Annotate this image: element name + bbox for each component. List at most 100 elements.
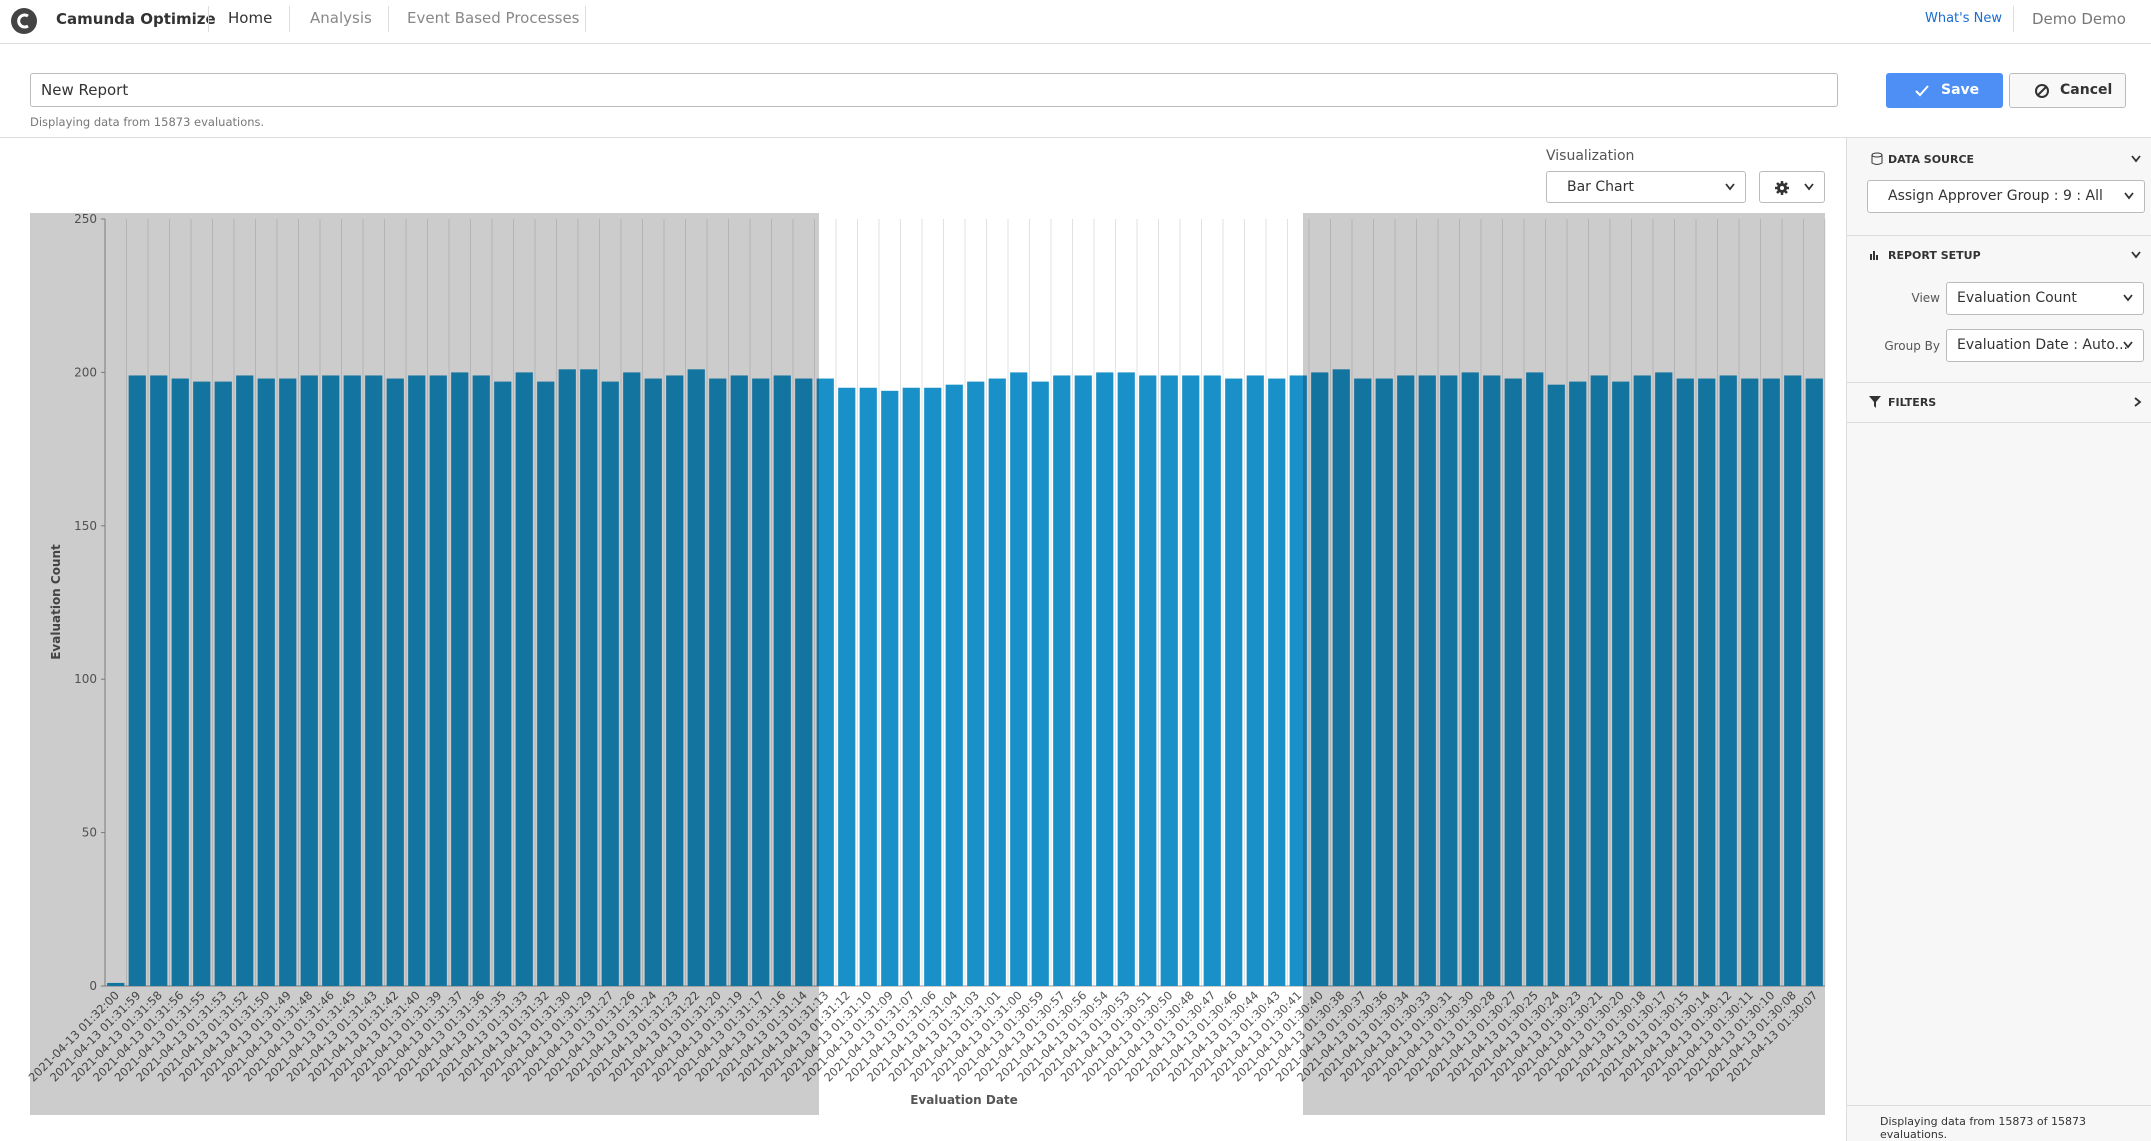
- bar: [1289, 375, 1307, 986]
- bar: [1053, 375, 1071, 986]
- bar: [1182, 375, 1200, 986]
- settings-button[interactable]: [1759, 171, 1825, 203]
- bar: [107, 982, 125, 986]
- bar: [300, 375, 318, 986]
- bar: [1655, 372, 1673, 986]
- bar: [386, 378, 404, 986]
- user-menu[interactable]: Demo Demo: [2032, 10, 2126, 28]
- bar: [1698, 378, 1716, 986]
- nav-event-processes[interactable]: Event Based Processes: [407, 9, 580, 27]
- bar: [515, 372, 533, 986]
- bar: [687, 369, 705, 986]
- bar: [1805, 378, 1823, 986]
- bar: [1139, 375, 1157, 986]
- bar: [429, 375, 447, 986]
- visualization-label: Visualization: [1546, 148, 1635, 164]
- bar: [1483, 375, 1501, 986]
- bar: [1225, 378, 1243, 986]
- bar: [752, 378, 770, 986]
- group-by-value: Evaluation Date : Auto...: [1957, 337, 2129, 353]
- view-value: Evaluation Count: [1957, 290, 2077, 306]
- bar: [1590, 375, 1608, 986]
- bar: [214, 381, 232, 986]
- bar: [580, 369, 598, 986]
- bar: [451, 372, 469, 986]
- bar: [171, 378, 189, 986]
- bar: [1612, 381, 1630, 986]
- bar: [1762, 378, 1780, 986]
- brush-shade-left: [30, 213, 819, 1115]
- bar: [988, 378, 1006, 986]
- bar: [902, 387, 920, 986]
- whats-new[interactable]: What's New: [1925, 11, 2002, 26]
- logo: [11, 8, 37, 34]
- bar: [967, 381, 985, 986]
- data-source-select[interactable]: Assign Approver Group : 9 : All: [1867, 180, 2145, 213]
- filters-title[interactable]: FILTERS: [1888, 396, 1937, 409]
- nav-home[interactable]: Home: [228, 9, 273, 27]
- bar: [1741, 378, 1759, 986]
- y-tick-label: 250: [74, 212, 97, 226]
- bar: [1096, 372, 1114, 986]
- bar: [1784, 375, 1802, 986]
- chart: Evaluation Date Evaluation Count 0 50 100 1…: [26, 212, 1826, 1115]
- data-source-title: DATA SOURCE: [1888, 153, 1975, 166]
- bar: [1397, 375, 1415, 986]
- report-name-input[interactable]: New Report: [30, 73, 1838, 107]
- bar: [537, 381, 555, 986]
- report-info: Displaying data from 15873 evaluations.: [30, 115, 265, 129]
- bar: [1246, 375, 1264, 986]
- cancel-label: Cancel: [2060, 82, 2113, 98]
- bar: [1074, 375, 1092, 986]
- bar: [1268, 378, 1286, 986]
- bar: [1203, 375, 1221, 986]
- bar: [408, 375, 426, 986]
- bar: [1160, 375, 1178, 986]
- bar: [1526, 372, 1544, 986]
- brush-shade-right: [1303, 213, 1825, 1115]
- visualization-select[interactable]: Bar Chart: [1546, 171, 1746, 203]
- bar: [128, 375, 146, 986]
- bar: [601, 381, 619, 986]
- bar: [193, 381, 211, 986]
- bar: [1117, 372, 1135, 986]
- bar: [1569, 381, 1587, 986]
- bar: [623, 372, 641, 986]
- bar: [1418, 375, 1436, 986]
- bar: [1354, 378, 1372, 986]
- bar: [1633, 375, 1651, 986]
- cancel-button[interactable]: Cancel: [2009, 73, 2126, 108]
- bar: [881, 390, 899, 987]
- bar: [1375, 378, 1393, 986]
- bar: [1031, 381, 1049, 986]
- bar: [1010, 372, 1028, 986]
- bar: [1719, 375, 1737, 986]
- bar: [795, 378, 813, 986]
- y-tick-label: 50: [82, 826, 97, 840]
- bar: [365, 375, 383, 986]
- bar: [343, 375, 361, 986]
- bar: [1332, 369, 1350, 986]
- y-tick-label: 200: [74, 365, 97, 379]
- view-select[interactable]: Evaluation Count: [1946, 282, 2144, 315]
- bar: [773, 375, 791, 986]
- bar: [558, 369, 576, 986]
- bar: [279, 378, 297, 986]
- bar: [1440, 375, 1458, 986]
- nav-analysis[interactable]: Analysis: [310, 9, 372, 27]
- group-by-select[interactable]: Evaluation Date : Auto...: [1946, 329, 2144, 362]
- y-axis-title: Evaluation Count: [49, 544, 63, 660]
- bar: [838, 387, 856, 986]
- bar: [666, 375, 684, 986]
- bar: [236, 375, 254, 986]
- bar: [1311, 372, 1329, 986]
- bar: [945, 384, 963, 986]
- group-by-label: Group By: [1884, 339, 1940, 353]
- bar: [1461, 372, 1479, 986]
- bar: [150, 375, 168, 986]
- bar: [644, 378, 662, 986]
- bar: [730, 375, 748, 986]
- save-button[interactable]: Save: [1886, 73, 2003, 108]
- sidebar-footer: Displaying data from 15873 of 15873 eval…: [1880, 1115, 2087, 1141]
